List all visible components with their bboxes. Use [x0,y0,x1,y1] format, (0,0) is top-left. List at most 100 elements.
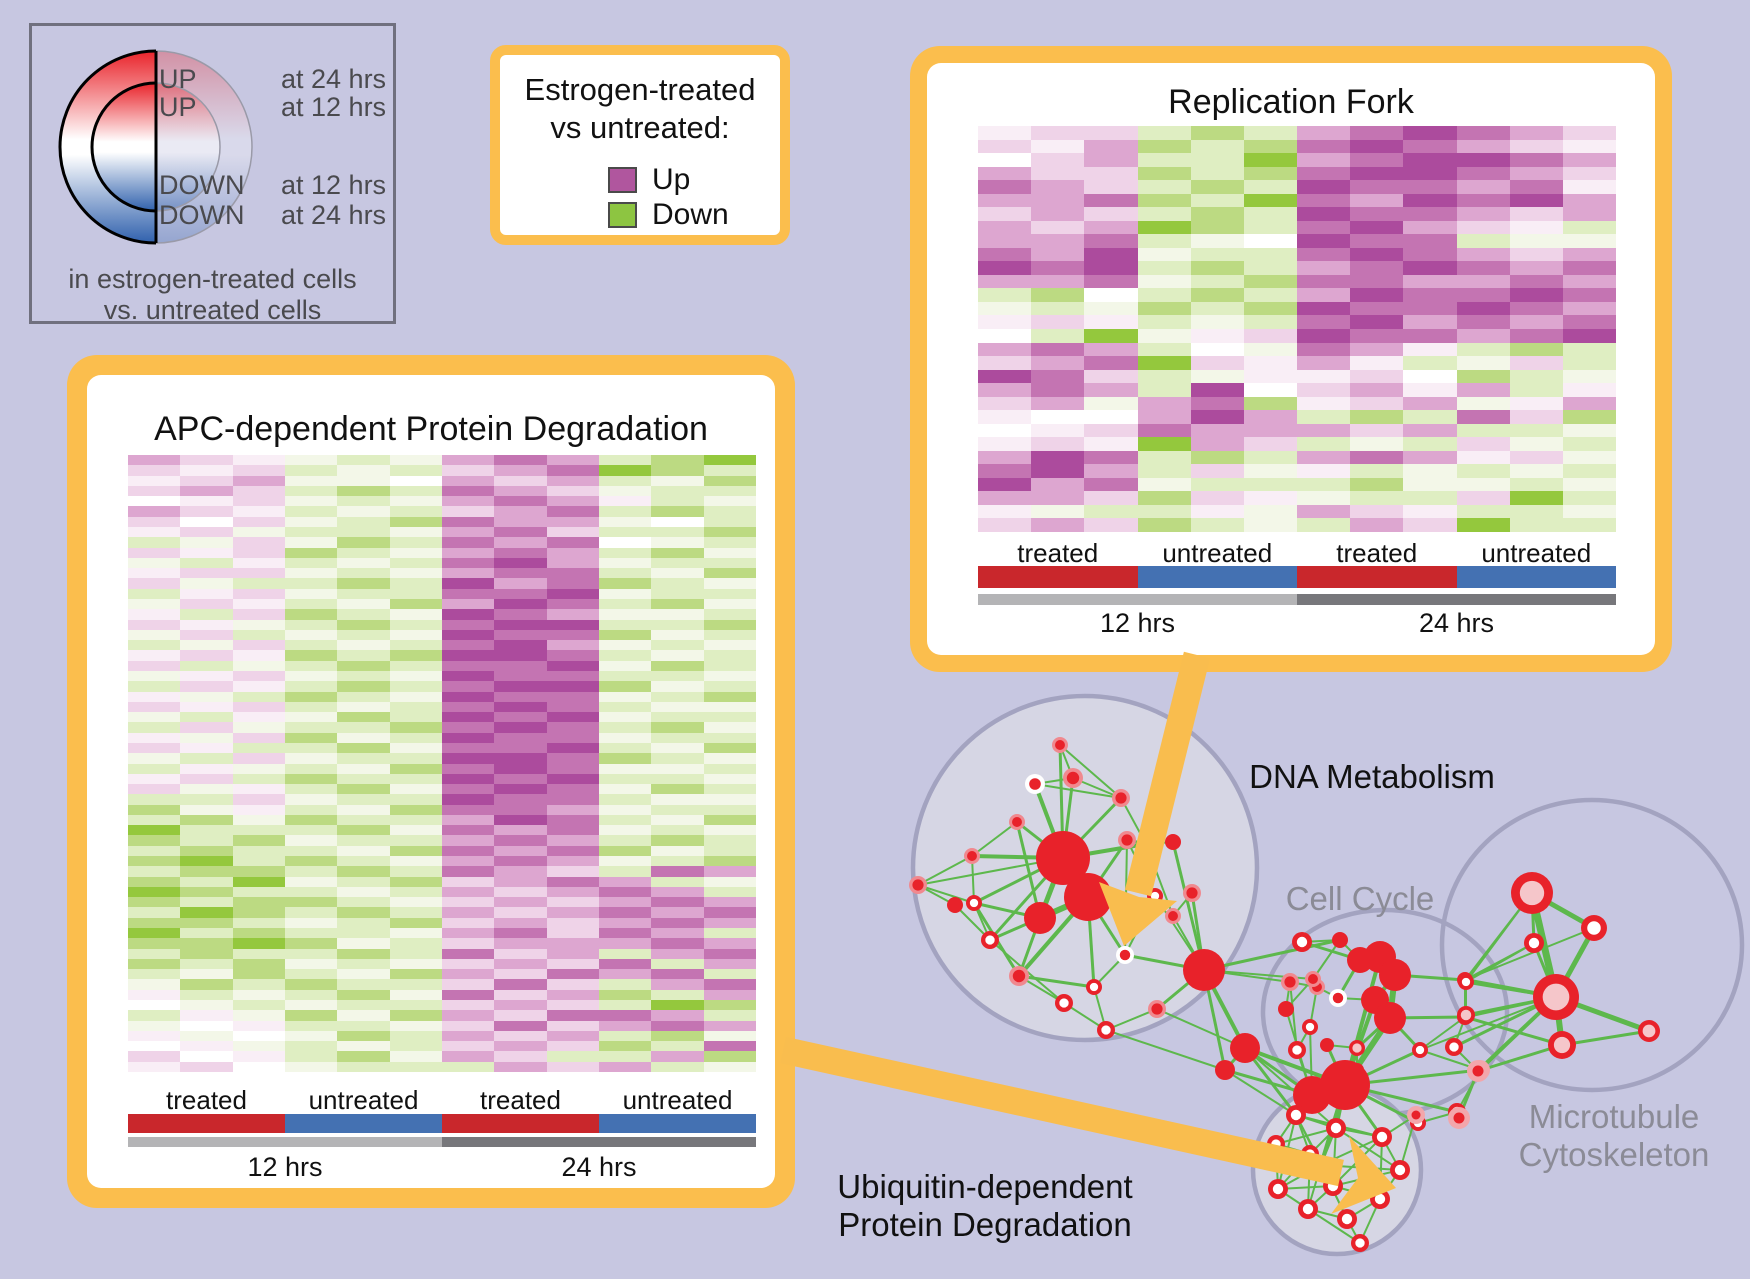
heatmap-cell [1403,139,1457,154]
network-edge [1309,986,1318,1028]
repfork-label-12hrs: 12 hrs [1099,608,1176,638]
heatmap-cell [232,588,285,599]
heatmap-cell [337,619,390,630]
heatmap-cell [232,506,285,517]
network-edge [1346,1198,1381,1220]
heatmap-cell [598,784,652,795]
network-node [1451,1106,1463,1118]
heatmap-cell [1031,180,1085,194]
heatmap-cell [1456,464,1510,478]
heatmap-cell [180,506,233,517]
heatmap-cell [337,455,390,466]
heatmap-cell [1190,504,1244,519]
heatmap-cell [1190,356,1244,370]
heatmap-cell [180,969,233,980]
heatmap-cell [598,588,652,599]
network-node [1410,1115,1426,1131]
network-edge [1203,969,1314,980]
heatmap-cell [1243,518,1297,532]
apc-timebar-24 [442,1137,756,1147]
ring-caption-line1: in estrogen-treated cells [68,264,357,294]
network-node [1150,891,1160,901]
heatmap-cell [1137,261,1191,275]
heatmap-cell [598,958,652,970]
heatmap-cell [651,876,704,887]
heatmap-cell [1031,450,1085,465]
heatmap-cell [389,660,442,671]
heatmap-cell [1350,193,1404,208]
network-node [1119,949,1131,961]
network-edge [1072,777,1122,799]
ring-label-up-outer: UP [159,64,197,94]
heatmap-cell [180,660,233,671]
heatmap-cell [441,917,495,929]
network-edge [1275,1143,1279,1190]
heatmap-cell [389,886,442,898]
heatmap-cell [389,691,442,702]
heatmap-cell [337,640,390,651]
network-edge [1145,841,1174,845]
heatmap-cell [180,979,233,990]
network-edge [1320,1164,1334,1187]
heatmap-cell [389,845,442,857]
heatmap-cell [180,958,233,970]
network-node [1116,946,1134,964]
network-edge [1018,974,1095,989]
heatmap-cell [703,475,756,486]
heatmap-cell [598,629,652,641]
network-node [1215,1060,1235,1080]
heatmap-cell [1297,193,1351,208]
network-edge [1285,981,1291,1010]
heatmap-cell [1137,301,1191,316]
heatmap-cell [441,568,495,579]
heatmap-cell [546,526,599,538]
heatmap-cell [441,496,495,507]
network-edge [1289,981,1298,1051]
heatmap-cell [1509,274,1563,289]
network-edge [1464,978,1557,999]
heatmap-cell [180,701,233,713]
heatmap-cell [232,845,285,857]
network-edge [1307,1208,1348,1220]
heatmap-cell [1403,342,1457,357]
heatmap-cell [441,753,495,764]
heatmap-cell [180,526,233,538]
network-node [1168,911,1178,921]
heatmap-cell [1190,329,1244,343]
network-edge [1334,1084,1347,1129]
heatmap-cell [232,1051,285,1062]
heatmap-cell [1509,356,1563,370]
network-node [909,876,927,894]
heatmap-cell [598,516,652,527]
network-edge [1478,995,1558,1072]
heatmap-cell [441,722,495,733]
network-node [1024,902,1056,934]
heatmap-cell [546,886,599,898]
heatmap-cell [598,485,652,497]
heatmap-cell [494,784,547,795]
heatmap-cell [651,701,704,713]
heatmap-cell [978,139,1032,154]
heatmap-cell [494,742,547,754]
heatmap-cell [1509,383,1563,397]
heatmap-cell [1031,315,1085,329]
network-edge [1061,777,1075,859]
heatmap-cell [703,496,756,507]
heatmap-cell [389,814,442,826]
network-edge [1295,1114,1322,1166]
heatmap-cell [1243,234,1297,248]
heatmap-cell [546,691,599,702]
network-edge [954,904,991,941]
heatmap-cell [337,928,390,939]
heatmap-cell [1137,423,1191,438]
heatmap-cell [1350,301,1404,316]
heatmap-cell [494,732,547,743]
network-edge [1530,892,1536,944]
heatmap-cell [1562,342,1616,357]
heatmap-cell [128,506,181,517]
heatmap-cell [128,588,181,599]
heatmap-cell [494,948,547,959]
heatmap-cell [284,681,338,692]
heatmap-cell [494,866,547,877]
heatmap-cell [1562,261,1616,275]
